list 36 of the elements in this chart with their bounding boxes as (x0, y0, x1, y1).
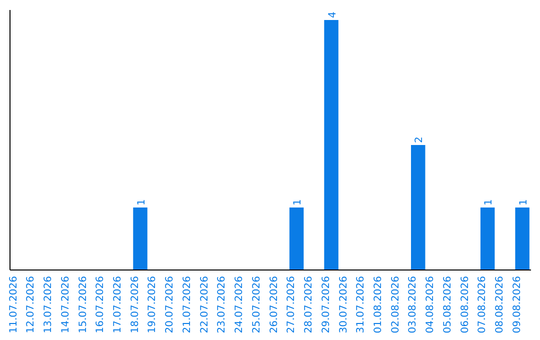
x-tick-label: 08.08.2026 (494, 276, 506, 334)
x-tick-label: 25.07.2026 (251, 276, 262, 334)
x-tick-label: 05.08.2026 (442, 276, 454, 334)
x-tick-label: 29.07.2026 (320, 276, 332, 334)
x-tick-label: 03.08.2026 (408, 276, 419, 334)
x-tick-label: 11.07.2026 (8, 276, 20, 334)
x-tick-label: 24.07.2026 (234, 276, 246, 334)
x-tick-label: 19.07.2026 (147, 276, 158, 334)
x-tick-label: 17.07.2026 (112, 276, 124, 334)
x-tick-label: 22.07.2026 (199, 276, 210, 334)
x-tick-label: 31.07.2026 (356, 276, 367, 334)
x-tick-label: 01.08.2026 (373, 276, 384, 334)
x-tick-label: 28.07.2026 (304, 276, 315, 334)
x-tick-label: 13.07.2026 (43, 276, 54, 334)
x-tick-label: 14.07.2026 (60, 276, 72, 334)
x-tick-label: 07.08.2026 (477, 276, 488, 334)
data-label: 1 (292, 199, 304, 206)
data-label: 2 (414, 136, 426, 143)
x-tick-label: 30.07.2026 (338, 276, 350, 334)
x-tick-label: 12.07.2026 (26, 276, 37, 334)
x-tick-label: 20.07.2026 (164, 276, 176, 334)
x-tick-label: 16.07.2026 (95, 276, 106, 334)
x-tick-label: 27.07.2026 (286, 276, 298, 334)
data-label: 1 (484, 199, 495, 206)
x-tick-label: 09.08.2026 (512, 276, 523, 334)
x-tick-label: 23.07.2026 (216, 276, 228, 334)
x-tick-label: 06.08.2026 (460, 276, 471, 334)
x-tick-label: 15.07.2026 (78, 276, 89, 334)
x-tick-label: 26.07.2026 (268, 276, 280, 334)
data-label: 4 (327, 12, 338, 18)
x-tick-label: 02.08.2026 (390, 276, 402, 334)
data-label: 1 (518, 199, 530, 206)
x-tick-label: 21.07.2026 (182, 276, 193, 334)
data-label: 1 (136, 199, 148, 206)
x-tick-label: 04.08.2026 (425, 276, 436, 334)
x-tick-label: 18.07.2026 (130, 276, 141, 334)
